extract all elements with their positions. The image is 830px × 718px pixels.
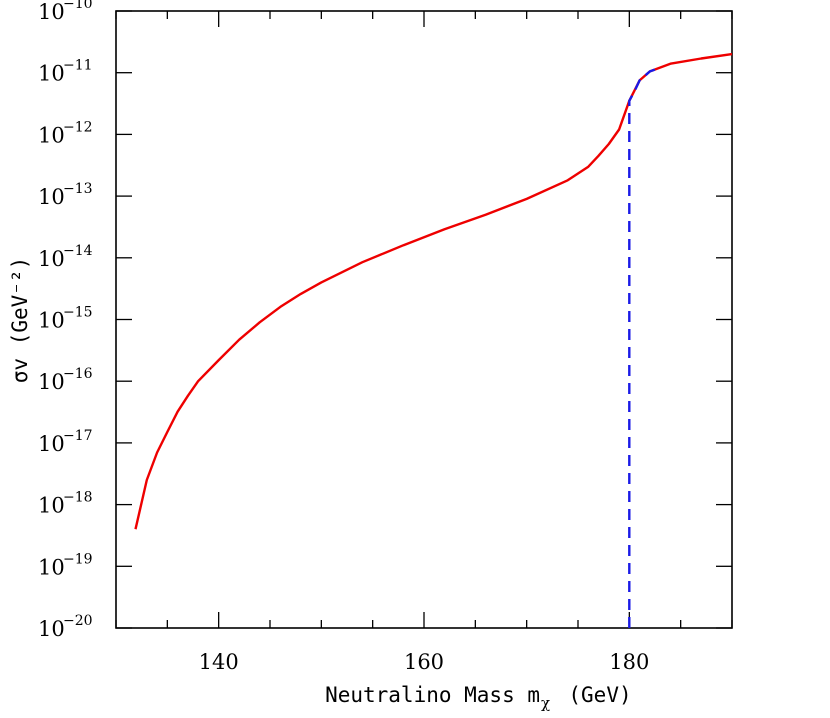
y-tick-label-base: 10 [38,309,65,333]
y-tick-label-base: 10 [38,555,65,579]
plot-frame [115,10,733,629]
y-tick-label-base: 10 [38,432,65,456]
y-tick-label-exponent: −10 [63,0,93,12]
tick-labels: 140 160 18010−2010−1910−1810−1710−1610−151… [38,0,649,674]
x-tick-label: 180 [609,650,649,674]
series-group [134,52,733,628]
x-axis-label-subscript: χ [541,694,550,712]
x-tick-label: 160 [404,650,444,674]
series-line-solid [134,52,733,530]
y-tick-label-exponent: −19 [63,551,93,567]
y-tick-label-base: 10 [38,0,65,24]
y-tick-label-base: 10 [38,617,65,641]
y-tick-label-exponent: −14 [63,243,93,259]
x-axis-label: Neutralino Mass m [325,683,540,707]
axis-ticks [115,10,733,629]
x-tick-label: 140 [199,650,239,674]
y-tick-label-exponent: −13 [63,181,93,197]
y-tick-label-exponent: −18 [63,490,93,506]
y-tick-label-base: 10 [38,123,65,147]
y-tick-label-exponent: −17 [63,428,93,444]
y-tick-label-base: 10 [38,185,65,209]
y-tick-label-base: 10 [38,62,65,86]
y-tick-label-base: 10 [38,370,65,394]
y-tick-label-base: 10 [38,247,65,271]
y-tick-label-base: 10 [38,494,65,518]
series-line-dashed [628,66,661,628]
y-tick-label-exponent: −11 [63,58,93,74]
x-axis-label-unit: (GeV) [568,683,631,707]
y-tick-label-exponent: −16 [63,366,93,382]
y-tick-label-exponent: −12 [63,119,93,135]
y-tick-label-exponent: −15 [63,305,93,321]
y-axis-label: σv (GeV⁻²) [8,257,32,383]
y-tick-label-exponent: −20 [63,613,93,629]
